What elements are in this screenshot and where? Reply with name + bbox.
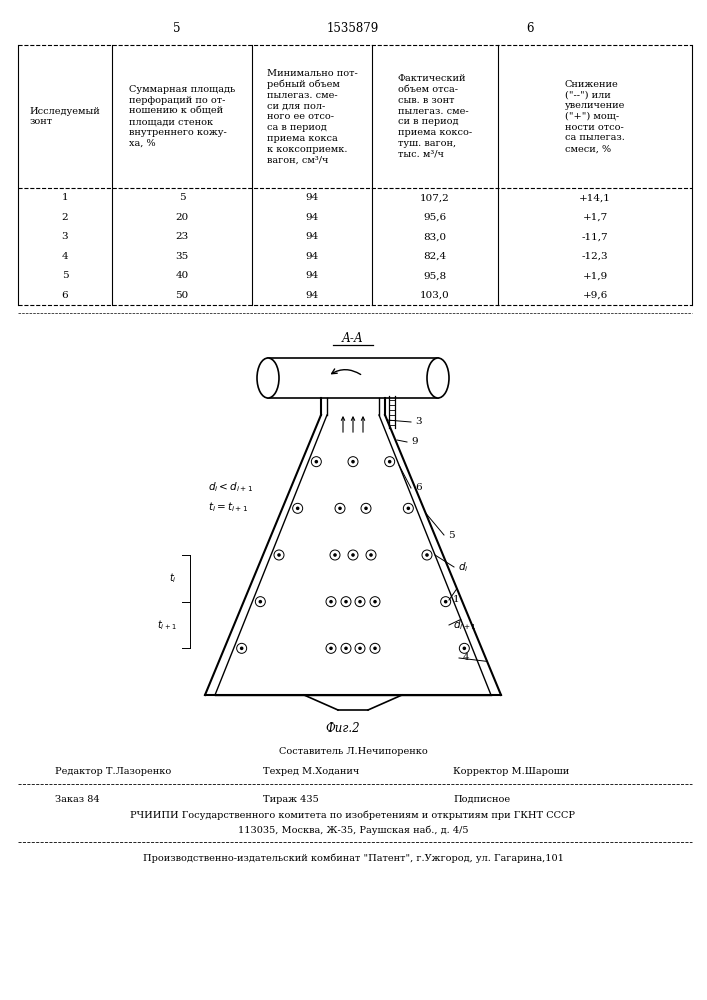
- Text: 5: 5: [173, 21, 181, 34]
- Text: 3: 3: [62, 232, 69, 241]
- Circle shape: [338, 507, 341, 510]
- Text: 3: 3: [415, 418, 421, 426]
- Circle shape: [351, 553, 355, 557]
- Text: 95,6: 95,6: [423, 213, 447, 222]
- Text: $d_{i+1}$: $d_{i+1}$: [453, 618, 477, 632]
- Text: 4: 4: [463, 654, 469, 662]
- Circle shape: [407, 507, 410, 510]
- Text: $t_{i+1}$: $t_{i+1}$: [157, 618, 177, 632]
- Text: +1,7: +1,7: [583, 213, 607, 222]
- Text: +9,6: +9,6: [583, 291, 607, 300]
- Text: 83,0: 83,0: [423, 232, 447, 241]
- Text: 1: 1: [453, 595, 460, 604]
- Text: -11,7: -11,7: [582, 232, 608, 241]
- Text: $t_i$: $t_i$: [170, 571, 177, 585]
- Text: Минимально пот-
ребный объем
пылегаз. сме-
си для пол-
ного ее отсо-
са в период: Минимально пот- ребный объем пылегаз. см…: [267, 69, 357, 164]
- Text: 4: 4: [62, 252, 69, 261]
- Text: 107,2: 107,2: [420, 193, 450, 202]
- Text: РЧИИПИ Государственного комитета по изобретениям и открытиям при ГКНТ СССР: РЧИИПИ Государственного комитета по изоб…: [131, 810, 575, 820]
- Circle shape: [351, 460, 355, 463]
- Text: Фиг.2: Фиг.2: [326, 722, 361, 734]
- Text: Снижение
("--") или
увеличение
("+") мощ-
ности отсо-
са пылегаз.
смеси, %: Снижение ("--") или увеличение ("+") мощ…: [565, 80, 625, 153]
- Text: 6: 6: [62, 291, 69, 300]
- Text: А-А: А-А: [342, 332, 364, 344]
- Text: 82,4: 82,4: [423, 252, 447, 261]
- Text: 50: 50: [175, 291, 189, 300]
- Text: 23: 23: [175, 232, 189, 241]
- Circle shape: [277, 553, 281, 557]
- Text: Корректор М.Шароши: Корректор М.Шароши: [453, 768, 569, 776]
- Text: 2: 2: [62, 213, 69, 222]
- Circle shape: [369, 553, 373, 557]
- Text: Исследуемый
зонт: Исследуемый зонт: [30, 107, 100, 126]
- Text: 94: 94: [305, 193, 319, 202]
- Text: +14,1: +14,1: [579, 193, 611, 202]
- Circle shape: [329, 647, 333, 650]
- Circle shape: [240, 647, 243, 650]
- Text: 20: 20: [175, 213, 189, 222]
- Circle shape: [358, 600, 362, 603]
- Text: 113035, Москва, Ж-35, Раушская наб., д. 4/5: 113035, Москва, Ж-35, Раушская наб., д. …: [238, 825, 468, 835]
- Text: Заказ 84: Заказ 84: [55, 794, 100, 804]
- Text: 6: 6: [526, 21, 534, 34]
- Text: Подписное: Подписное: [453, 794, 510, 804]
- Circle shape: [364, 507, 368, 510]
- Text: Производственно-издательский комбинат "Патент", г.Ужгород, ул. Гагарина,101: Производственно-издательский комбинат "П…: [143, 853, 563, 863]
- Text: Суммарная площадь
перфораций по от-
ношению к общей
площади стенок
внутреннего к: Суммарная площадь перфораций по от- ноше…: [129, 85, 235, 148]
- Text: 94: 94: [305, 213, 319, 222]
- Circle shape: [329, 600, 333, 603]
- Text: 94: 94: [305, 232, 319, 241]
- Circle shape: [296, 507, 300, 510]
- Text: 94: 94: [305, 271, 319, 280]
- Text: Тираж 435: Тираж 435: [263, 794, 319, 804]
- Text: Составитель Л.Нечипоренко: Составитель Л.Нечипоренко: [279, 748, 427, 756]
- Text: 5: 5: [179, 193, 185, 202]
- Circle shape: [425, 553, 429, 557]
- Text: +1,9: +1,9: [583, 271, 607, 280]
- Circle shape: [373, 600, 377, 603]
- Circle shape: [344, 647, 348, 650]
- Ellipse shape: [427, 358, 449, 398]
- Circle shape: [373, 647, 377, 650]
- Text: 5: 5: [448, 530, 455, 540]
- Circle shape: [444, 600, 448, 603]
- Text: 103,0: 103,0: [420, 291, 450, 300]
- Text: Редактор Т.Лазоренко: Редактор Т.Лазоренко: [55, 768, 171, 776]
- Text: $d_i < d_{i+1}$: $d_i < d_{i+1}$: [208, 480, 253, 494]
- Text: 94: 94: [305, 252, 319, 261]
- Circle shape: [315, 460, 318, 463]
- Text: $t_i = t_{i+1}$: $t_i = t_{i+1}$: [208, 500, 248, 514]
- Circle shape: [462, 647, 466, 650]
- Text: $d_i$: $d_i$: [458, 560, 469, 574]
- Text: 40: 40: [175, 271, 189, 280]
- Text: -12,3: -12,3: [582, 252, 608, 261]
- Circle shape: [358, 647, 362, 650]
- Ellipse shape: [257, 358, 279, 398]
- Text: 9: 9: [411, 438, 418, 446]
- Text: 1: 1: [62, 193, 69, 202]
- Text: Фактический
объем отса-
сыв. в зонт
пылегаз. сме-
си в период
приема коксо-
туш.: Фактический объем отса- сыв. в зонт пыле…: [398, 74, 472, 159]
- Text: 35: 35: [175, 252, 189, 261]
- Text: 94: 94: [305, 291, 319, 300]
- Circle shape: [344, 600, 348, 603]
- Circle shape: [388, 460, 392, 463]
- Circle shape: [259, 600, 262, 603]
- Circle shape: [333, 553, 337, 557]
- Text: 95,8: 95,8: [423, 271, 447, 280]
- Text: Техред М.Ходанич: Техред М.Ходанич: [263, 768, 359, 776]
- Text: 5: 5: [62, 271, 69, 280]
- FancyArrowPatch shape: [332, 369, 361, 374]
- Text: 6: 6: [415, 484, 421, 492]
- Text: 1535879: 1535879: [327, 21, 379, 34]
